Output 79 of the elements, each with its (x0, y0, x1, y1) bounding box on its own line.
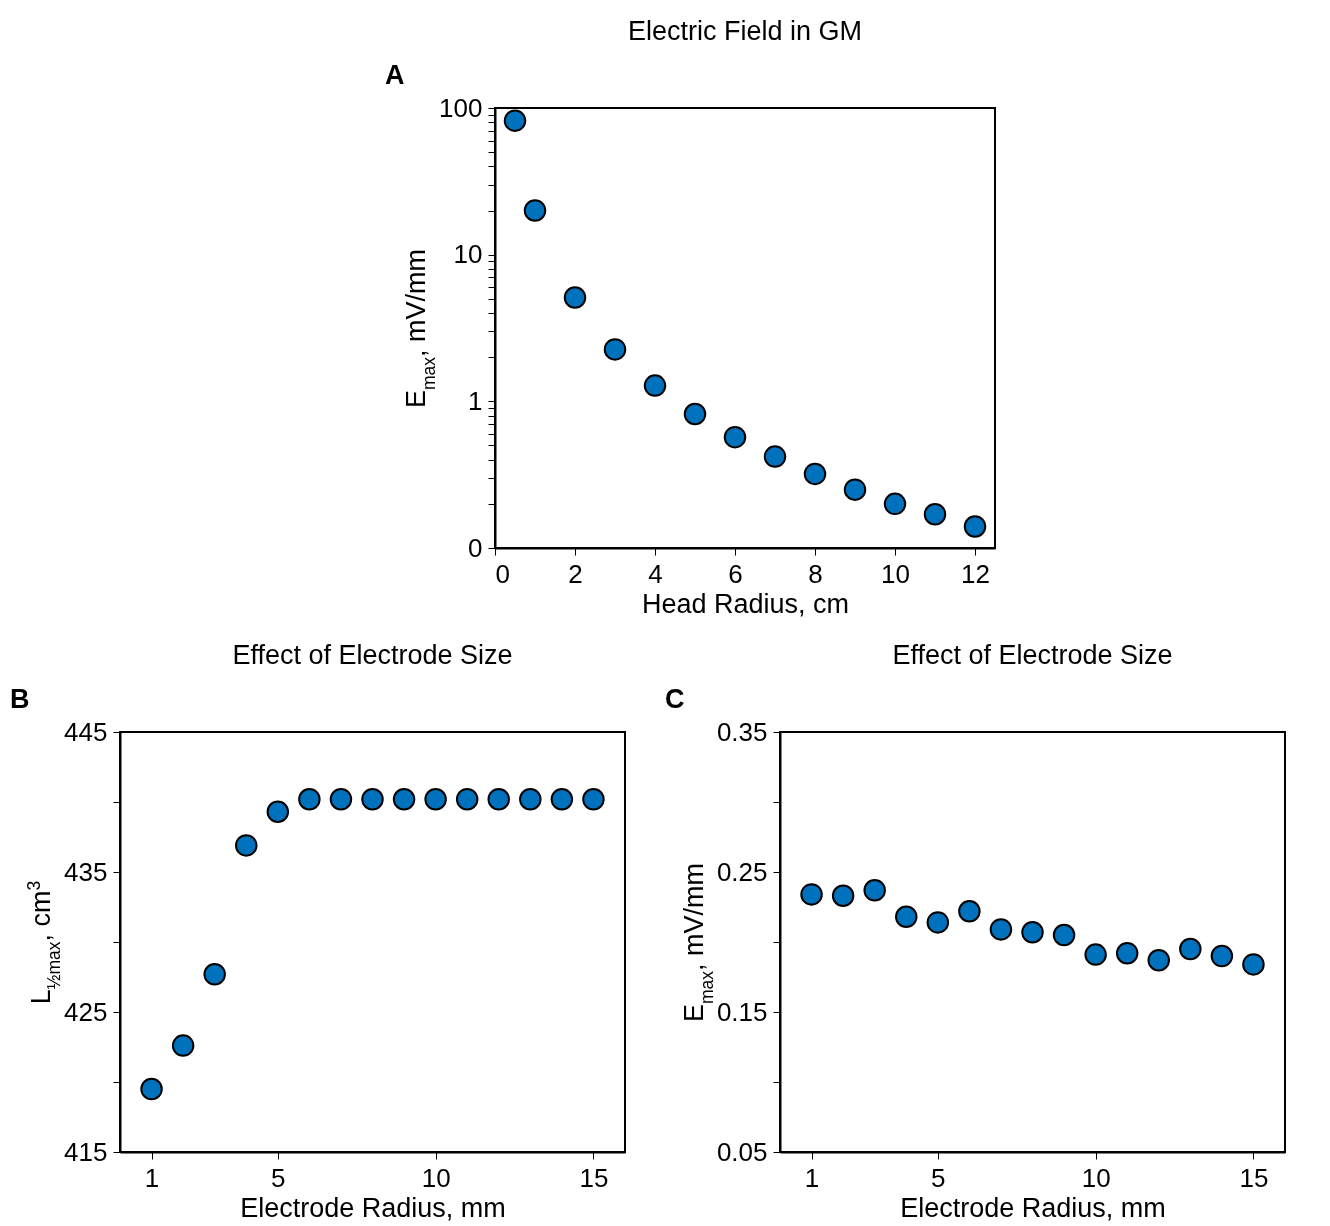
chart-title: Effect of Electrode Size (232, 640, 513, 670)
point (958, 899, 981, 923)
point (298, 787, 321, 811)
point (723, 425, 747, 449)
x-tick-label: 4 (648, 558, 663, 589)
x-tick-label: 12 (961, 558, 990, 589)
point (487, 787, 510, 811)
x-tick-label: 1 (144, 1162, 160, 1193)
text: B (10, 684, 30, 714)
chart-title: Effect of Electrode Size (892, 640, 1173, 670)
y-tick-label: 0.25 (716, 856, 768, 887)
x-tick-label: 10 (421, 1162, 451, 1193)
point (582, 787, 605, 811)
point (895, 905, 918, 929)
x-axis-title: Electrode Radius, mm (900, 1192, 1166, 1223)
point (683, 402, 707, 426)
y-tick-label: 0 (468, 532, 483, 563)
point (361, 787, 384, 811)
chart-title: Electric Field in GM (627, 16, 863, 46)
point (424, 787, 447, 811)
point (963, 515, 987, 538)
text: C (665, 684, 685, 714)
x-axis-title: Head Radius, cm (641, 588, 850, 619)
y-tick-label: 445 (64, 716, 108, 747)
x-tick-label: 15 (1239, 1162, 1269, 1193)
x-tick-label: 1 (804, 1162, 820, 1193)
x-tick-label: 15 (579, 1162, 609, 1193)
point (171, 1034, 195, 1057)
point (800, 883, 823, 906)
point (455, 787, 479, 811)
point (989, 918, 1013, 941)
y-tick-label: 0.15 (716, 996, 768, 1027)
point (235, 834, 258, 857)
point (523, 199, 547, 222)
point (643, 374, 667, 397)
point (550, 787, 574, 811)
point (883, 492, 907, 516)
text: A (385, 60, 405, 90)
y-tick-label: 425 (64, 996, 108, 1027)
x-tick-label: 0 (495, 558, 510, 589)
x-tick-label: 5 (931, 1162, 946, 1193)
point (1052, 923, 1076, 947)
point (1021, 920, 1044, 944)
x-tick-label: 10 (1081, 1162, 1111, 1193)
point (1179, 937, 1202, 961)
x-tick-label: 2 (568, 558, 583, 589)
point (1242, 953, 1265, 976)
point (1210, 944, 1234, 968)
point (926, 911, 950, 934)
point (863, 878, 886, 902)
point (1147, 948, 1170, 972)
point (266, 800, 290, 824)
y-tick-label: 10 (453, 239, 483, 270)
y-tick-label: 0.35 (716, 716, 768, 747)
y-tick-label: 100 (439, 92, 483, 123)
point (563, 286, 587, 309)
point (843, 478, 867, 501)
point (763, 445, 787, 468)
x-tick-label: 8 (808, 558, 823, 589)
point (803, 462, 827, 486)
y-tick-label: 0.05 (716, 1136, 768, 1167)
y-tick-label: 1 (468, 385, 483, 416)
point (140, 1077, 163, 1101)
x-tick-label: 6 (728, 558, 743, 589)
x-tick-label: 5 (271, 1162, 286, 1193)
y-tick-label: 415 (64, 1136, 108, 1167)
point (392, 787, 416, 811)
y-tick-label: 435 (64, 856, 108, 887)
point (1115, 941, 1139, 965)
point (603, 338, 627, 361)
x-tick-label: 10 (881, 558, 910, 589)
point (923, 502, 947, 526)
x-axis-title: Electrode Radius, mm (240, 1192, 506, 1223)
point (1084, 943, 1107, 966)
point (329, 787, 353, 811)
point (503, 109, 527, 132)
point (203, 962, 226, 986)
point (519, 787, 542, 811)
point (831, 884, 855, 908)
